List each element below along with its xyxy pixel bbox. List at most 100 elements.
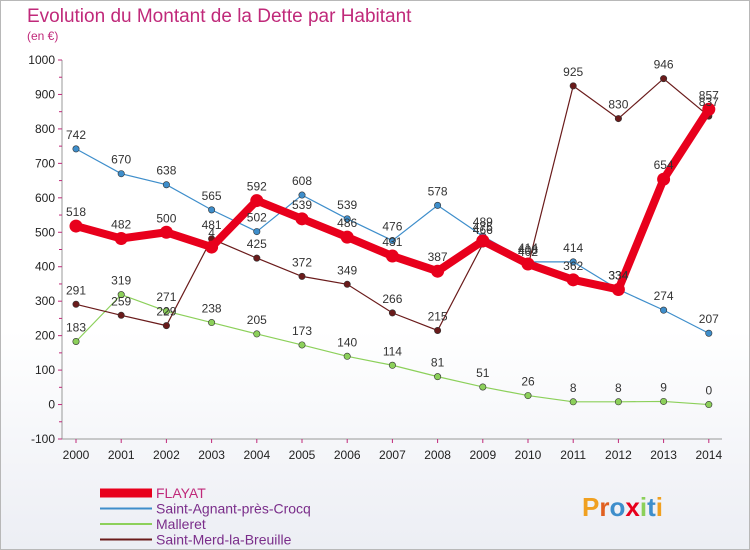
data-point — [388, 237, 396, 245]
data-point — [159, 225, 173, 239]
data-label: 578 — [428, 184, 448, 198]
data-point — [298, 272, 306, 280]
x-tick-label: 2006 — [334, 448, 361, 462]
data-point — [208, 319, 216, 327]
data-label: 238 — [202, 302, 222, 316]
legend-label: Malleret — [156, 516, 206, 532]
proxiti-logo: Proxiti — [582, 492, 663, 522]
data-point — [343, 280, 351, 288]
data-label: 539 — [337, 198, 357, 212]
data-label: 205 — [247, 313, 267, 327]
y-tick-label: 700 — [35, 156, 55, 170]
series-malleret — [72, 291, 713, 409]
data-point — [388, 309, 396, 317]
data-label: 362 — [563, 259, 583, 273]
data-label: 925 — [563, 65, 583, 79]
data-label: 592 — [247, 180, 267, 194]
data-label: 518 — [66, 205, 86, 219]
data-label: 207 — [699, 312, 719, 326]
legend-label: Saint-Agnant-près-Crocq — [156, 501, 311, 517]
data-point — [298, 341, 306, 349]
y-tick-label: 300 — [35, 294, 55, 308]
x-tick-label: 2004 — [243, 448, 270, 462]
series-lines — [69, 75, 716, 409]
data-point — [434, 201, 442, 209]
data-point — [705, 401, 713, 409]
data-point — [614, 115, 622, 123]
data-label: 486 — [337, 216, 357, 230]
data-point — [72, 300, 80, 308]
x-tick-label: 2008 — [424, 448, 451, 462]
data-label: 334 — [608, 268, 628, 282]
data-label: 502 — [247, 211, 267, 225]
chart-title: Evolution du Montant de la Dette par Hab… — [27, 6, 412, 27]
data-label: 475 — [473, 220, 493, 234]
data-point — [611, 282, 625, 296]
legend-label: FLAYAT — [156, 485, 206, 501]
x-tick-label: 2007 — [379, 448, 406, 462]
data-label: 670 — [111, 153, 131, 167]
data-label: 466 — [473, 223, 493, 237]
data-label: 140 — [337, 335, 357, 349]
data-point — [69, 219, 83, 233]
data-point — [388, 361, 396, 369]
axes: -100 0 100 200 300 400 500 600 700 800 900 1000 2000… — [28, 53, 722, 462]
data-point — [431, 264, 445, 278]
data-label: 4 — [208, 226, 215, 240]
x-tick-label: 2005 — [289, 448, 316, 462]
data-point — [298, 191, 306, 199]
chart-subtitle: (en €) — [27, 29, 58, 43]
data-label: 9 — [660, 380, 667, 394]
data-point — [114, 231, 128, 245]
data-label: 482 — [111, 217, 131, 231]
y-tick-label: 900 — [35, 87, 55, 101]
data-label: 183 — [66, 320, 86, 334]
x-tick-label: 2001 — [108, 448, 135, 462]
data-label: 215 — [428, 309, 448, 323]
data-label: 476 — [382, 220, 402, 234]
data-point — [117, 291, 125, 299]
data-point — [657, 172, 671, 186]
data-label: 26 — [521, 375, 535, 389]
x-tick-label: 2003 — [198, 448, 225, 462]
legend: FLAYATSaint-Agnant-près-CrocqMalleretSai… — [100, 485, 311, 548]
data-label: 349 — [337, 263, 357, 277]
y-tick-label: 0 — [48, 398, 55, 412]
data-label: 654 — [654, 158, 674, 172]
data-label: 481 — [202, 218, 222, 232]
y-tick-label: 500 — [35, 225, 55, 239]
y-tick-label: 600 — [35, 191, 55, 205]
series-flayat — [69, 102, 716, 296]
x-tick-label: 2012 — [605, 448, 632, 462]
data-point — [705, 329, 713, 337]
data-point — [343, 352, 351, 360]
data-label: 334 — [608, 268, 628, 282]
data-point — [476, 234, 490, 248]
data-point — [702, 102, 716, 116]
x-tick-label: 2014 — [695, 448, 722, 462]
data-point — [250, 194, 264, 208]
data-label: 402 — [518, 245, 538, 259]
data-point — [660, 75, 668, 83]
logo-text: Proxiti — [582, 492, 663, 522]
x-tick-label: 2010 — [515, 448, 542, 462]
data-label: 8 — [570, 381, 577, 395]
data-point — [569, 82, 577, 90]
data-label: 173 — [292, 324, 312, 338]
data-label: 8 — [615, 381, 622, 395]
data-point — [340, 230, 354, 244]
data-point — [660, 397, 668, 405]
data-point — [295, 212, 309, 226]
data-point — [162, 322, 170, 330]
data-point — [162, 181, 170, 189]
data-label: 489 — [473, 215, 493, 229]
y-tick-label: -100 — [31, 432, 55, 446]
data-label: 51 — [476, 366, 490, 380]
x-tick-label: 2009 — [469, 448, 496, 462]
data-label: 742 — [66, 128, 86, 142]
data-point — [253, 330, 261, 338]
data-label: 830 — [608, 98, 628, 112]
data-label: 266 — [382, 292, 402, 306]
data-label: 81 — [431, 356, 445, 370]
